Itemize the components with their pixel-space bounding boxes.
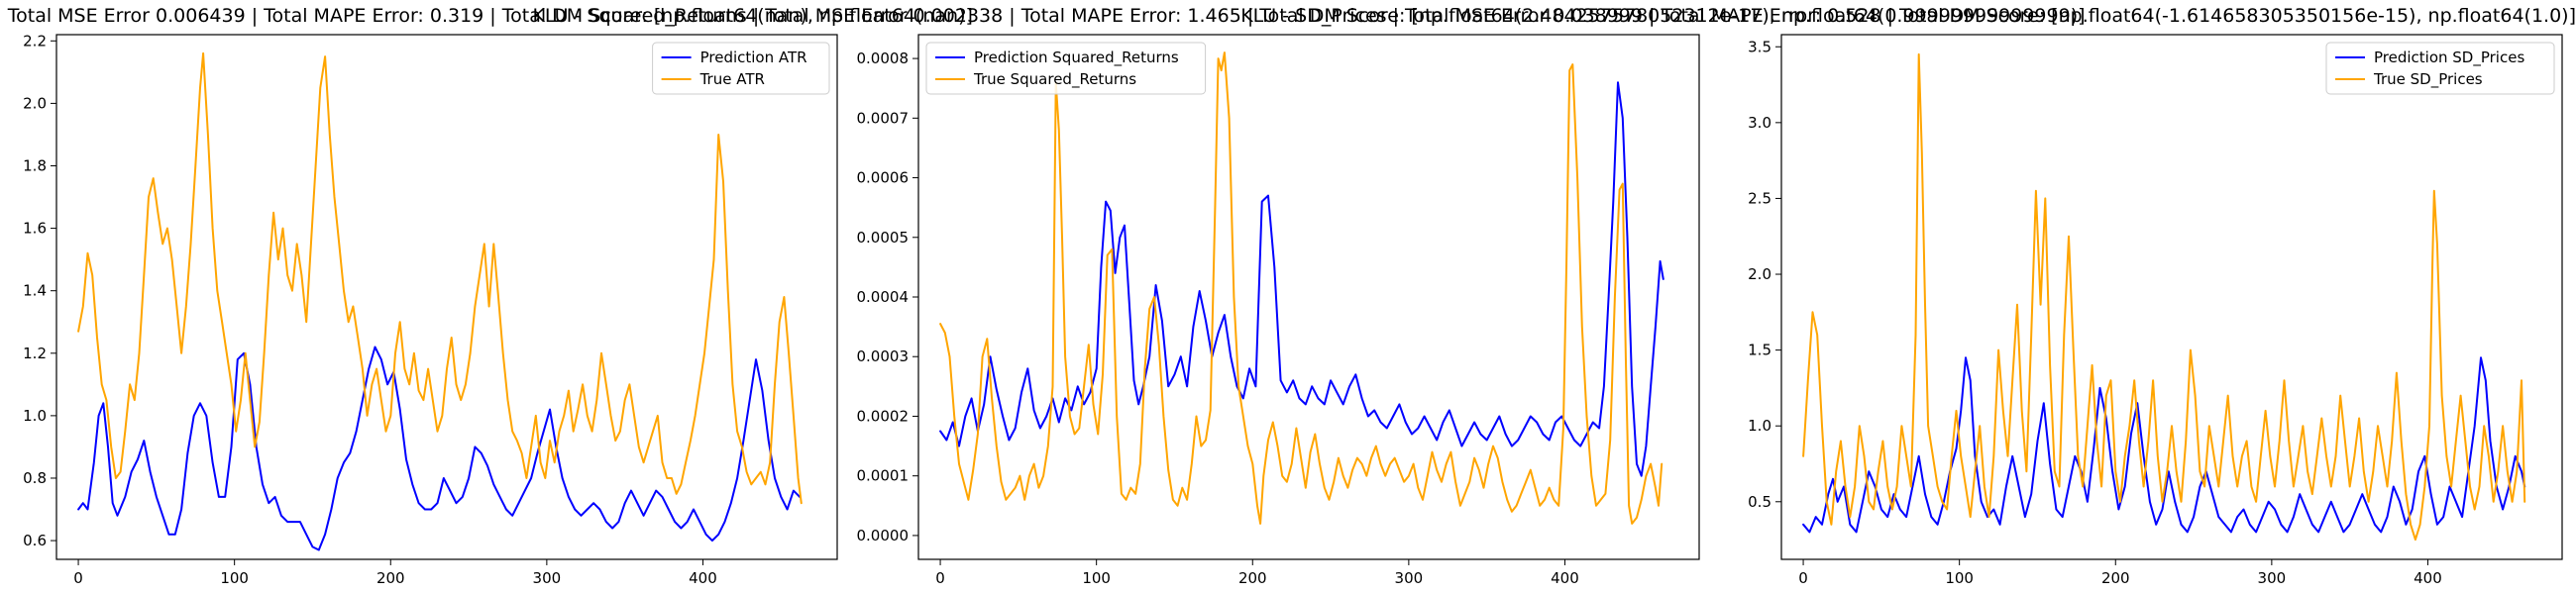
y-tick-label: 0.0004 <box>857 288 910 306</box>
legend-label: True SD_Prices <box>2373 70 2483 89</box>
y-tick-label: 0.5 <box>1748 493 1771 511</box>
legend-label: Prediction ATR <box>700 49 807 66</box>
series-line-prediction <box>939 81 1664 477</box>
x-tick-label: 0 <box>1798 569 1808 587</box>
chart-panel-3: KLU - SD_Prices | Total MSE Error 0.0389… <box>1240 5 2576 587</box>
plot-frame <box>55 34 838 560</box>
y-tick-label: 1.0 <box>23 407 47 425</box>
x-tick-label: 400 <box>2414 569 2442 587</box>
chart-title: KLU - SD_Prices | Total MSE Error 0.0389… <box>1240 5 2576 27</box>
y-tick-label: 0.0002 <box>857 407 910 425</box>
legend-label: Prediction Squared_Returns <box>974 49 1179 67</box>
y-tick-label: 0.0000 <box>857 527 910 544</box>
y-tick-label: 1.5 <box>1748 342 1771 359</box>
chart-title: KLU - Squared_Returns | Total MSE Error … <box>532 5 2085 27</box>
y-tick-label: 2.5 <box>1748 189 1771 207</box>
x-tick-label: 200 <box>2101 569 2130 587</box>
y-tick-label: 2.0 <box>1748 265 1771 283</box>
y-tick-label: 0.8 <box>23 469 47 487</box>
x-tick-label: 0 <box>73 569 83 587</box>
series-line-true <box>939 51 1664 525</box>
legend: Prediction ATR True ATR <box>652 42 830 95</box>
x-tick-label: 400 <box>689 569 717 587</box>
x-tick-label: 100 <box>1945 569 1974 587</box>
x-tick-label: 400 <box>1551 569 1579 587</box>
x-tick-label: 300 <box>2258 569 2287 587</box>
x-tick-label: 300 <box>1395 569 1424 587</box>
y-tick-label: 0.0008 <box>857 50 910 67</box>
y-tick-label: 1.8 <box>23 157 47 175</box>
x-tick-label: 0 <box>935 569 945 587</box>
series-line-prediction <box>1802 356 2526 534</box>
legend: Prediction Squared_Returns True Squared_R… <box>925 42 1207 95</box>
y-tick-label: 2.2 <box>23 32 47 50</box>
y-tick-label: 3.0 <box>1748 114 1771 132</box>
chart-title: U - ATR | Total MSE Error 0.006439 | Tot… <box>0 5 973 27</box>
y-tick-label: 0.0005 <box>857 229 910 247</box>
y-tick-label: 3.5 <box>1748 38 1771 55</box>
x-tick-label: 200 <box>376 569 405 587</box>
y-tick-label: 1.0 <box>1748 417 1771 435</box>
legend: Prediction SD_Prices True SD_Prices <box>2325 42 2555 95</box>
chart-panel-2: KLU - Squared_Returns | Total MSE Error … <box>532 5 2085 587</box>
legend-box <box>652 42 830 95</box>
y-tick-label: 0.0003 <box>857 347 910 365</box>
y-tick-label: 1.2 <box>23 345 47 362</box>
x-tick-label: 200 <box>1238 569 1267 587</box>
series-line-prediction <box>77 346 802 551</box>
chart-panel-1: U - ATR | Total MSE Error 0.006439 | Tot… <box>0 5 973 587</box>
x-tick-label: 100 <box>220 569 249 587</box>
y-tick-label: 1.4 <box>23 282 47 300</box>
y-tick-label: 0.0006 <box>857 169 910 187</box>
legend-label: Prediction SD_Prices <box>2374 49 2524 67</box>
legend-box <box>925 42 1207 95</box>
x-tick-label: 300 <box>533 569 562 587</box>
y-tick-label: 1.6 <box>23 220 47 238</box>
series-line-true <box>77 51 803 505</box>
y-tick-label: 0.0001 <box>857 467 910 485</box>
y-tick-label: 0.6 <box>23 532 47 549</box>
y-tick-label: 0.0007 <box>857 109 910 127</box>
series-line-true <box>1802 52 2526 542</box>
legend-label: True ATR <box>699 70 765 88</box>
x-tick-label: 100 <box>1082 569 1111 587</box>
plot-frame <box>1780 34 2563 560</box>
legend-label: True Squared_Returns <box>973 70 1136 89</box>
legend-box <box>2325 42 2555 95</box>
y-tick-label: 2.0 <box>23 94 47 112</box>
